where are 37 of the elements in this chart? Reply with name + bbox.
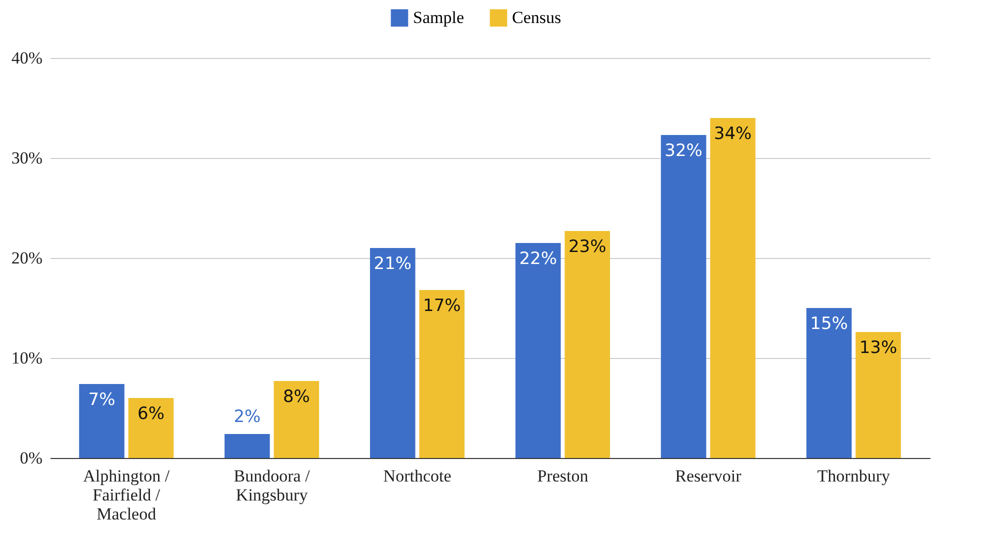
bar [274, 381, 320, 458]
x-tick-label: Preston [537, 466, 589, 486]
bar [806, 308, 852, 458]
data-label: 8% [282, 387, 310, 407]
x-tick-label: Bundoora / Kingsbury [234, 466, 310, 504]
x-tick-label: Thornbury [817, 466, 890, 486]
bar [856, 332, 901, 458]
y-tick-label: 40% [11, 48, 42, 68]
data-label: 13% [859, 338, 898, 358]
bar [370, 248, 416, 458]
data-label: 34% [714, 124, 752, 144]
legend-label: Sample [413, 8, 464, 27]
data-label: 32% [664, 141, 702, 161]
bar [660, 135, 706, 458]
y-tick-label: 30% [11, 148, 42, 168]
bar [710, 118, 756, 458]
legend-label: Census [512, 8, 562, 27]
bar [419, 290, 465, 458]
x-tick-label: Northcote [383, 466, 452, 486]
y-tick-label: 20% [11, 248, 42, 268]
data-label: 21% [374, 254, 412, 274]
data-label: 17% [422, 296, 461, 316]
y-tick-label: 0% [20, 448, 42, 468]
bar [128, 398, 174, 458]
x-tick-label: Alphington / Fairfield / Macleod [83, 466, 170, 524]
data-label: 6% [137, 404, 164, 424]
data-label: 23% [568, 237, 606, 257]
bar [224, 434, 270, 458]
y-tick-label: 10% [11, 348, 42, 368]
x-tick-label: Reservoir [675, 466, 742, 486]
data-label: 15% [810, 314, 848, 334]
data-label: 2% [234, 407, 261, 427]
data-label: 22% [519, 249, 558, 269]
bar [515, 243, 561, 458]
data-label: 7% [88, 390, 116, 410]
bar [564, 231, 610, 458]
bar [79, 384, 124, 458]
